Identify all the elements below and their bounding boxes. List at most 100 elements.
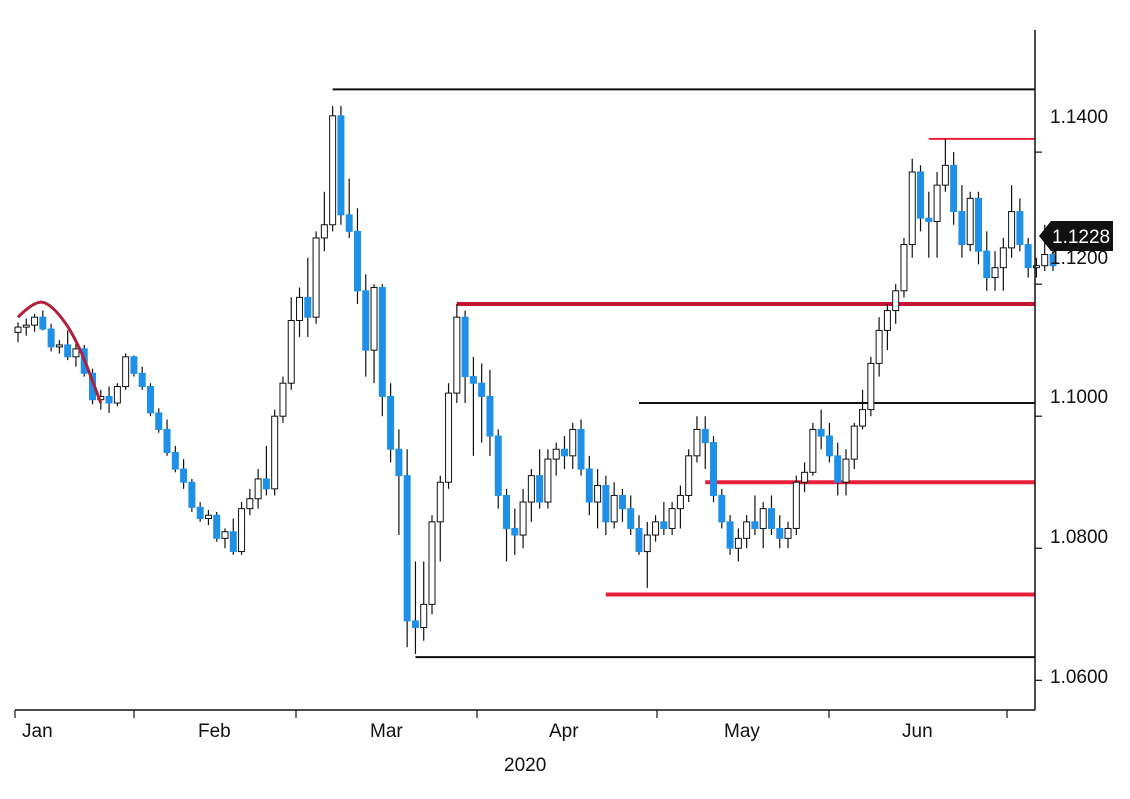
candle: [221, 528, 229, 549]
candle: [519, 488, 527, 549]
candle: [146, 383, 154, 417]
candle: [353, 208, 361, 304]
candle: [387, 383, 395, 463]
candle: [883, 303, 891, 351]
candle-body-up: [428, 521, 436, 605]
candle-body-up: [436, 481, 444, 523]
candle-body-down: [503, 494, 511, 529]
candle-body-up: [312, 237, 320, 318]
candle-body-down: [387, 395, 395, 450]
candle-body-down: [660, 521, 668, 529]
candle: [254, 469, 262, 509]
candle: [213, 511, 221, 542]
x-year-label: 2020: [504, 755, 546, 776]
candle-body-down: [925, 217, 933, 222]
candle-body-down: [155, 412, 163, 430]
candle: [966, 191, 974, 252]
candle-body-up: [271, 415, 279, 490]
candle-body-up: [859, 409, 867, 427]
candle-body-down: [577, 428, 585, 470]
candle-body-up: [279, 382, 287, 417]
candle-body-up: [122, 356, 130, 388]
candle-body-down: [64, 344, 72, 358]
candle: [271, 409, 279, 496]
candle: [643, 521, 651, 588]
candle-body-up: [883, 310, 891, 331]
candle: [155, 408, 163, 433]
candle-body-up: [287, 319, 295, 384]
candle: [478, 363, 486, 443]
candle: [892, 284, 900, 324]
candle-body-down: [378, 286, 386, 397]
candle: [842, 449, 850, 496]
arc-curve-path: [16, 300, 103, 404]
candle: [585, 455, 593, 516]
candle: [693, 416, 701, 463]
candle: [776, 515, 784, 549]
candle: [296, 287, 304, 337]
candle: [503, 488, 511, 562]
y-tick-label-1-0600: 1.0600: [1050, 667, 1108, 688]
candle: [420, 561, 428, 641]
candle: [469, 356, 477, 456]
candle: [138, 366, 146, 390]
candle-body-up: [22, 324, 30, 328]
candle: [171, 445, 179, 473]
candle-body-up: [801, 471, 809, 483]
candle: [14, 322, 22, 343]
candle: [188, 478, 196, 512]
candle: [486, 370, 494, 456]
candle-body-down: [163, 428, 171, 454]
candle-body-up: [552, 448, 560, 460]
candle: [196, 502, 204, 522]
candle: [436, 475, 444, 562]
candle: [660, 502, 668, 536]
x-tick-label-mar: Mar: [370, 721, 403, 742]
candle: [825, 422, 833, 463]
candle-body-up: [1008, 211, 1016, 249]
candle: [751, 495, 759, 536]
candle: [594, 469, 602, 529]
candle: [113, 383, 121, 407]
candle-body-down: [494, 435, 502, 496]
candle: [569, 422, 577, 470]
candle-body-down: [834, 455, 842, 483]
candle-body-up: [370, 286, 378, 351]
candle: [792, 475, 800, 536]
candle: [536, 449, 544, 509]
candle: [395, 429, 403, 536]
candle-body-up: [329, 115, 337, 226]
candle-body-down: [958, 211, 966, 246]
candle-body-up: [900, 244, 908, 292]
candle: [238, 502, 246, 555]
candle: [999, 237, 1007, 291]
candle-body-down: [39, 316, 47, 330]
candle-body-down: [701, 428, 709, 444]
candle-body-up: [652, 521, 660, 536]
candle: [767, 495, 775, 536]
candle: [1008, 185, 1016, 258]
candle-body-down: [262, 478, 270, 490]
candle: [55, 340, 63, 354]
candle: [974, 191, 982, 265]
candle: [859, 389, 867, 430]
x-tick-label-apr: Apr: [549, 721, 579, 742]
arc-curve: [16, 300, 103, 404]
candle: [743, 515, 751, 549]
candle-body-down: [560, 448, 568, 457]
candle-body-up: [693, 428, 701, 457]
candle-body-down: [602, 485, 610, 523]
candle-body-down: [105, 395, 113, 404]
candle-body-down: [1049, 253, 1057, 267]
candle-body-down: [825, 435, 833, 457]
candle-body-down: [130, 356, 138, 374]
candle: [552, 442, 560, 476]
candle: [801, 462, 809, 493]
candle: [39, 310, 47, 331]
x-tick-label-jun: Jun: [902, 721, 933, 742]
candle-body-up: [296, 296, 304, 321]
candle-body-down: [229, 531, 237, 553]
candle-body-up: [850, 425, 858, 460]
y-tick-label-1-1200: 1.1200: [1050, 248, 1108, 269]
